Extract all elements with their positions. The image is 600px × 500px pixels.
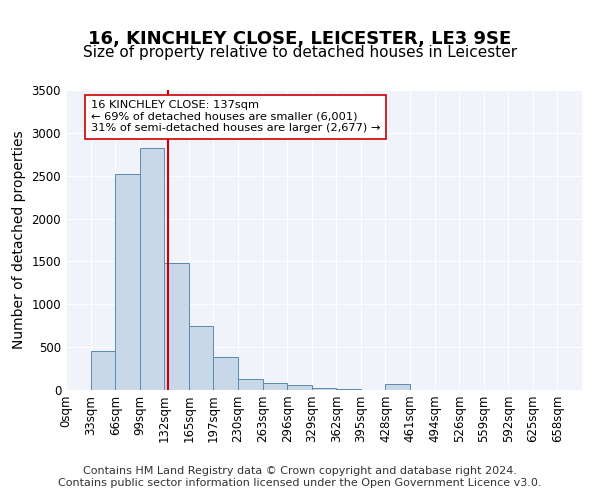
Text: 16, KINCHLEY CLOSE, LEICESTER, LE3 9SE: 16, KINCHLEY CLOSE, LEICESTER, LE3 9SE	[88, 30, 512, 48]
Text: Contains HM Land Registry data © Crown copyright and database right 2024.
Contai: Contains HM Land Registry data © Crown c…	[58, 466, 542, 487]
Bar	[214, 358, 238, 390]
Bar	[263, 383, 287, 390]
Bar	[385, 384, 410, 390]
Bar	[140, 148, 164, 390]
Bar	[115, 174, 140, 390]
Y-axis label: Number of detached properties: Number of detached properties	[12, 130, 26, 350]
Text: 16 KINCHLEY CLOSE: 137sqm
← 69% of detached houses are smaller (6,001)
31% of se: 16 KINCHLEY CLOSE: 137sqm ← 69% of detac…	[91, 100, 380, 134]
Bar	[164, 263, 189, 390]
Text: Size of property relative to detached houses in Leicester: Size of property relative to detached ho…	[83, 45, 517, 60]
Bar	[312, 388, 336, 390]
Bar	[287, 385, 312, 390]
Bar	[91, 352, 115, 390]
Bar	[238, 379, 263, 390]
Bar	[336, 389, 361, 390]
Bar	[189, 326, 214, 390]
